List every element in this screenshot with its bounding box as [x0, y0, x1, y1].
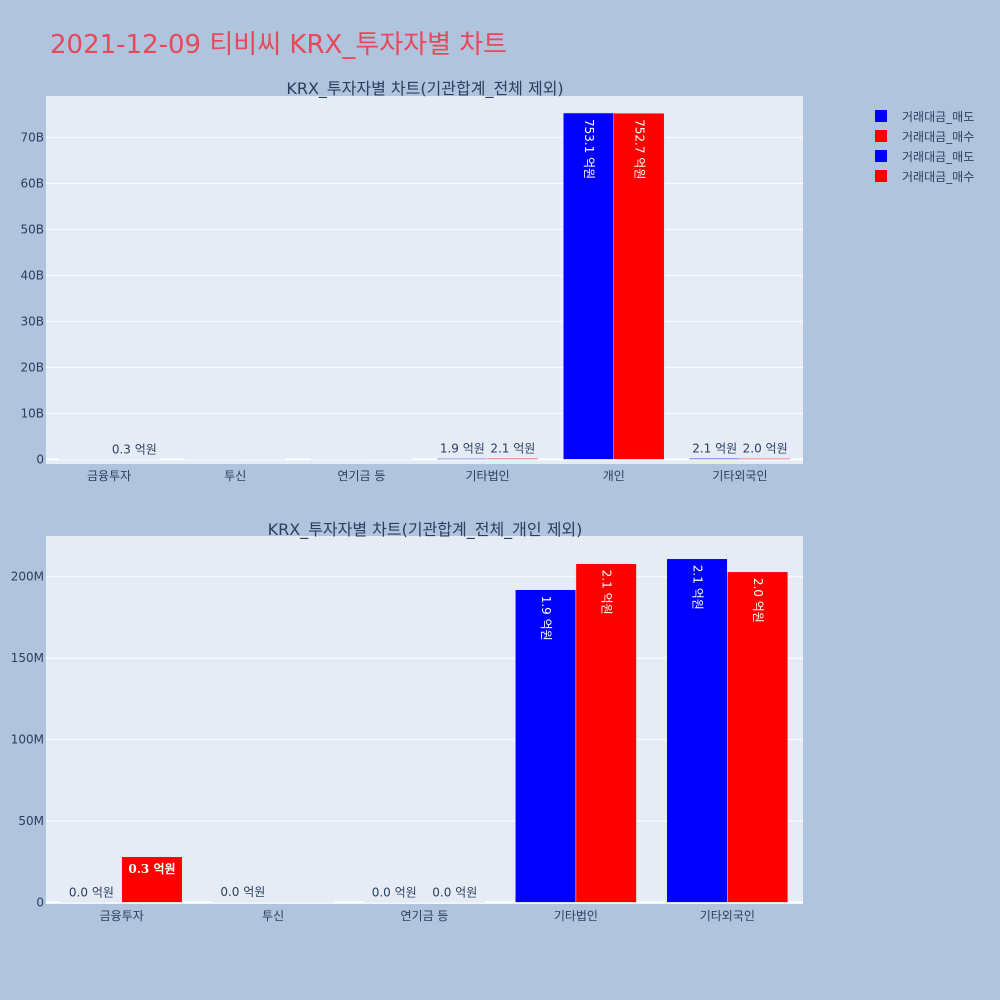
data-label: 752.7 억원	[632, 119, 646, 179]
bar-sell	[310, 458, 362, 460]
x-tick-label: 기타외국인	[712, 469, 767, 483]
bar-buy	[575, 563, 637, 903]
data-label: 1.9 억원	[539, 596, 553, 641]
bar-sell	[689, 458, 741, 460]
bar-buy	[727, 571, 789, 903]
legend-label: 거래대금_매수	[902, 129, 975, 144]
legend-item-sell[interactable]: 거래대금_매도	[875, 106, 974, 126]
bar-buy	[739, 458, 791, 460]
data-label: 2.1 억원	[490, 441, 535, 455]
data-label: 753.1 억원	[582, 119, 596, 179]
y-tick-label: 40B	[20, 268, 44, 282]
y-tick-label: 100M	[11, 733, 44, 747]
data-label: 2.0 억원	[751, 578, 765, 623]
x-tick-label: 금융투자	[100, 909, 144, 923]
bar-buy	[613, 112, 665, 460]
y-tick-label: 50M	[18, 814, 44, 828]
y-tick-label: 200M	[11, 570, 44, 584]
bar-buy	[108, 458, 160, 460]
bar-buy	[361, 458, 413, 460]
data-label: 0.3 억원	[128, 862, 175, 876]
chart-1[interactable]: 0 10B 20B 30B 40B 50B 60B 70B KRX_투자자별 차트(기관합계_전…	[20, 79, 803, 483]
legend-swatch-sell	[875, 110, 887, 122]
bar-sell	[363, 901, 425, 903]
bar-buy	[272, 901, 334, 903]
plot-area	[46, 96, 803, 464]
data-label: 0.0 억원	[69, 885, 114, 899]
bar-sell	[60, 901, 122, 903]
legend-swatch-buy	[875, 130, 887, 142]
data-label: 2.0 억원	[743, 441, 788, 455]
y-tick-label: 20B	[20, 360, 44, 374]
legend-item-sell[interactable]: 거래대금_매도	[875, 146, 974, 166]
y-tick-label: 30B	[20, 314, 44, 328]
x-tick-label: 연기금 등	[401, 909, 449, 923]
x-tick-label: 투신	[224, 469, 246, 483]
y-tick-label: 10B	[20, 406, 44, 420]
bar-sell	[515, 589, 577, 903]
data-label: 0.0 억원	[372, 885, 417, 899]
x-tick-label: 연기금 등	[337, 469, 385, 483]
y-tick-label: 60B	[20, 176, 44, 190]
page-title: 2021-12-09 티비씨 KRX_투자자별 차트	[50, 30, 508, 60]
legend-label: 거래대금_매수	[902, 169, 975, 184]
x-tick-label: 기타외국인	[700, 909, 755, 923]
bar-sell	[563, 112, 614, 460]
bar-sell	[666, 558, 728, 903]
legend-label: 거래대금_매도	[902, 109, 975, 124]
bar-sell	[212, 901, 274, 903]
legend-swatch-buy	[875, 170, 887, 182]
x-tick-label: 개인	[603, 469, 625, 483]
data-label: 0.0 억원	[220, 885, 265, 899]
bar-buy	[121, 856, 183, 903]
legend-item-buy[interactable]: 거래대금_매수	[875, 126, 974, 146]
chart-2[interactable]: 0 50M 100M 150M 200M KRX_투자자별 차트(기관합계_전체_개인 제…	[11, 520, 803, 923]
y-tick-label: 0	[36, 452, 44, 466]
chart-title: KRX_투자자별 차트(기관합계_전체_개인 제외)	[268, 520, 583, 540]
y-tick-label: 150M	[11, 651, 44, 665]
chart-title: KRX_투자자별 차트(기관합계_전체 제외)	[286, 79, 563, 99]
x-tick-label: 투신	[262, 909, 284, 923]
bar-sell	[184, 458, 236, 460]
data-label: 0.3 억원	[112, 442, 157, 456]
legend[interactable]: 거래대금_매도 거래대금_매수 거래대금_매도 거래대금_매수	[875, 106, 974, 186]
data-label: 2.1 억원	[600, 570, 614, 615]
data-label: 1.9 억원	[440, 442, 485, 456]
x-tick-label: 기타법인	[465, 469, 509, 483]
data-label: 2.1 억원	[691, 565, 705, 610]
legend-item-buy[interactable]: 거래대금_매수	[875, 166, 974, 186]
legend-swatch-sell	[875, 150, 887, 162]
bar-buy	[487, 458, 539, 460]
bar-sell	[58, 458, 110, 460]
bar-sell	[436, 458, 488, 460]
x-tick-label: 기타법인	[554, 909, 598, 923]
bar-buy	[424, 901, 486, 903]
y-tick-label: 70B	[20, 130, 44, 144]
legend-label: 거래대금_매도	[902, 149, 975, 164]
y-tick-label: 0	[36, 895, 44, 909]
data-label: 2.1 억원	[692, 441, 737, 455]
x-tick-label: 금융투자	[87, 469, 131, 483]
y-tick-label: 50B	[20, 222, 44, 236]
data-label: 0.0 억원	[432, 885, 477, 899]
bar-buy	[235, 458, 286, 460]
